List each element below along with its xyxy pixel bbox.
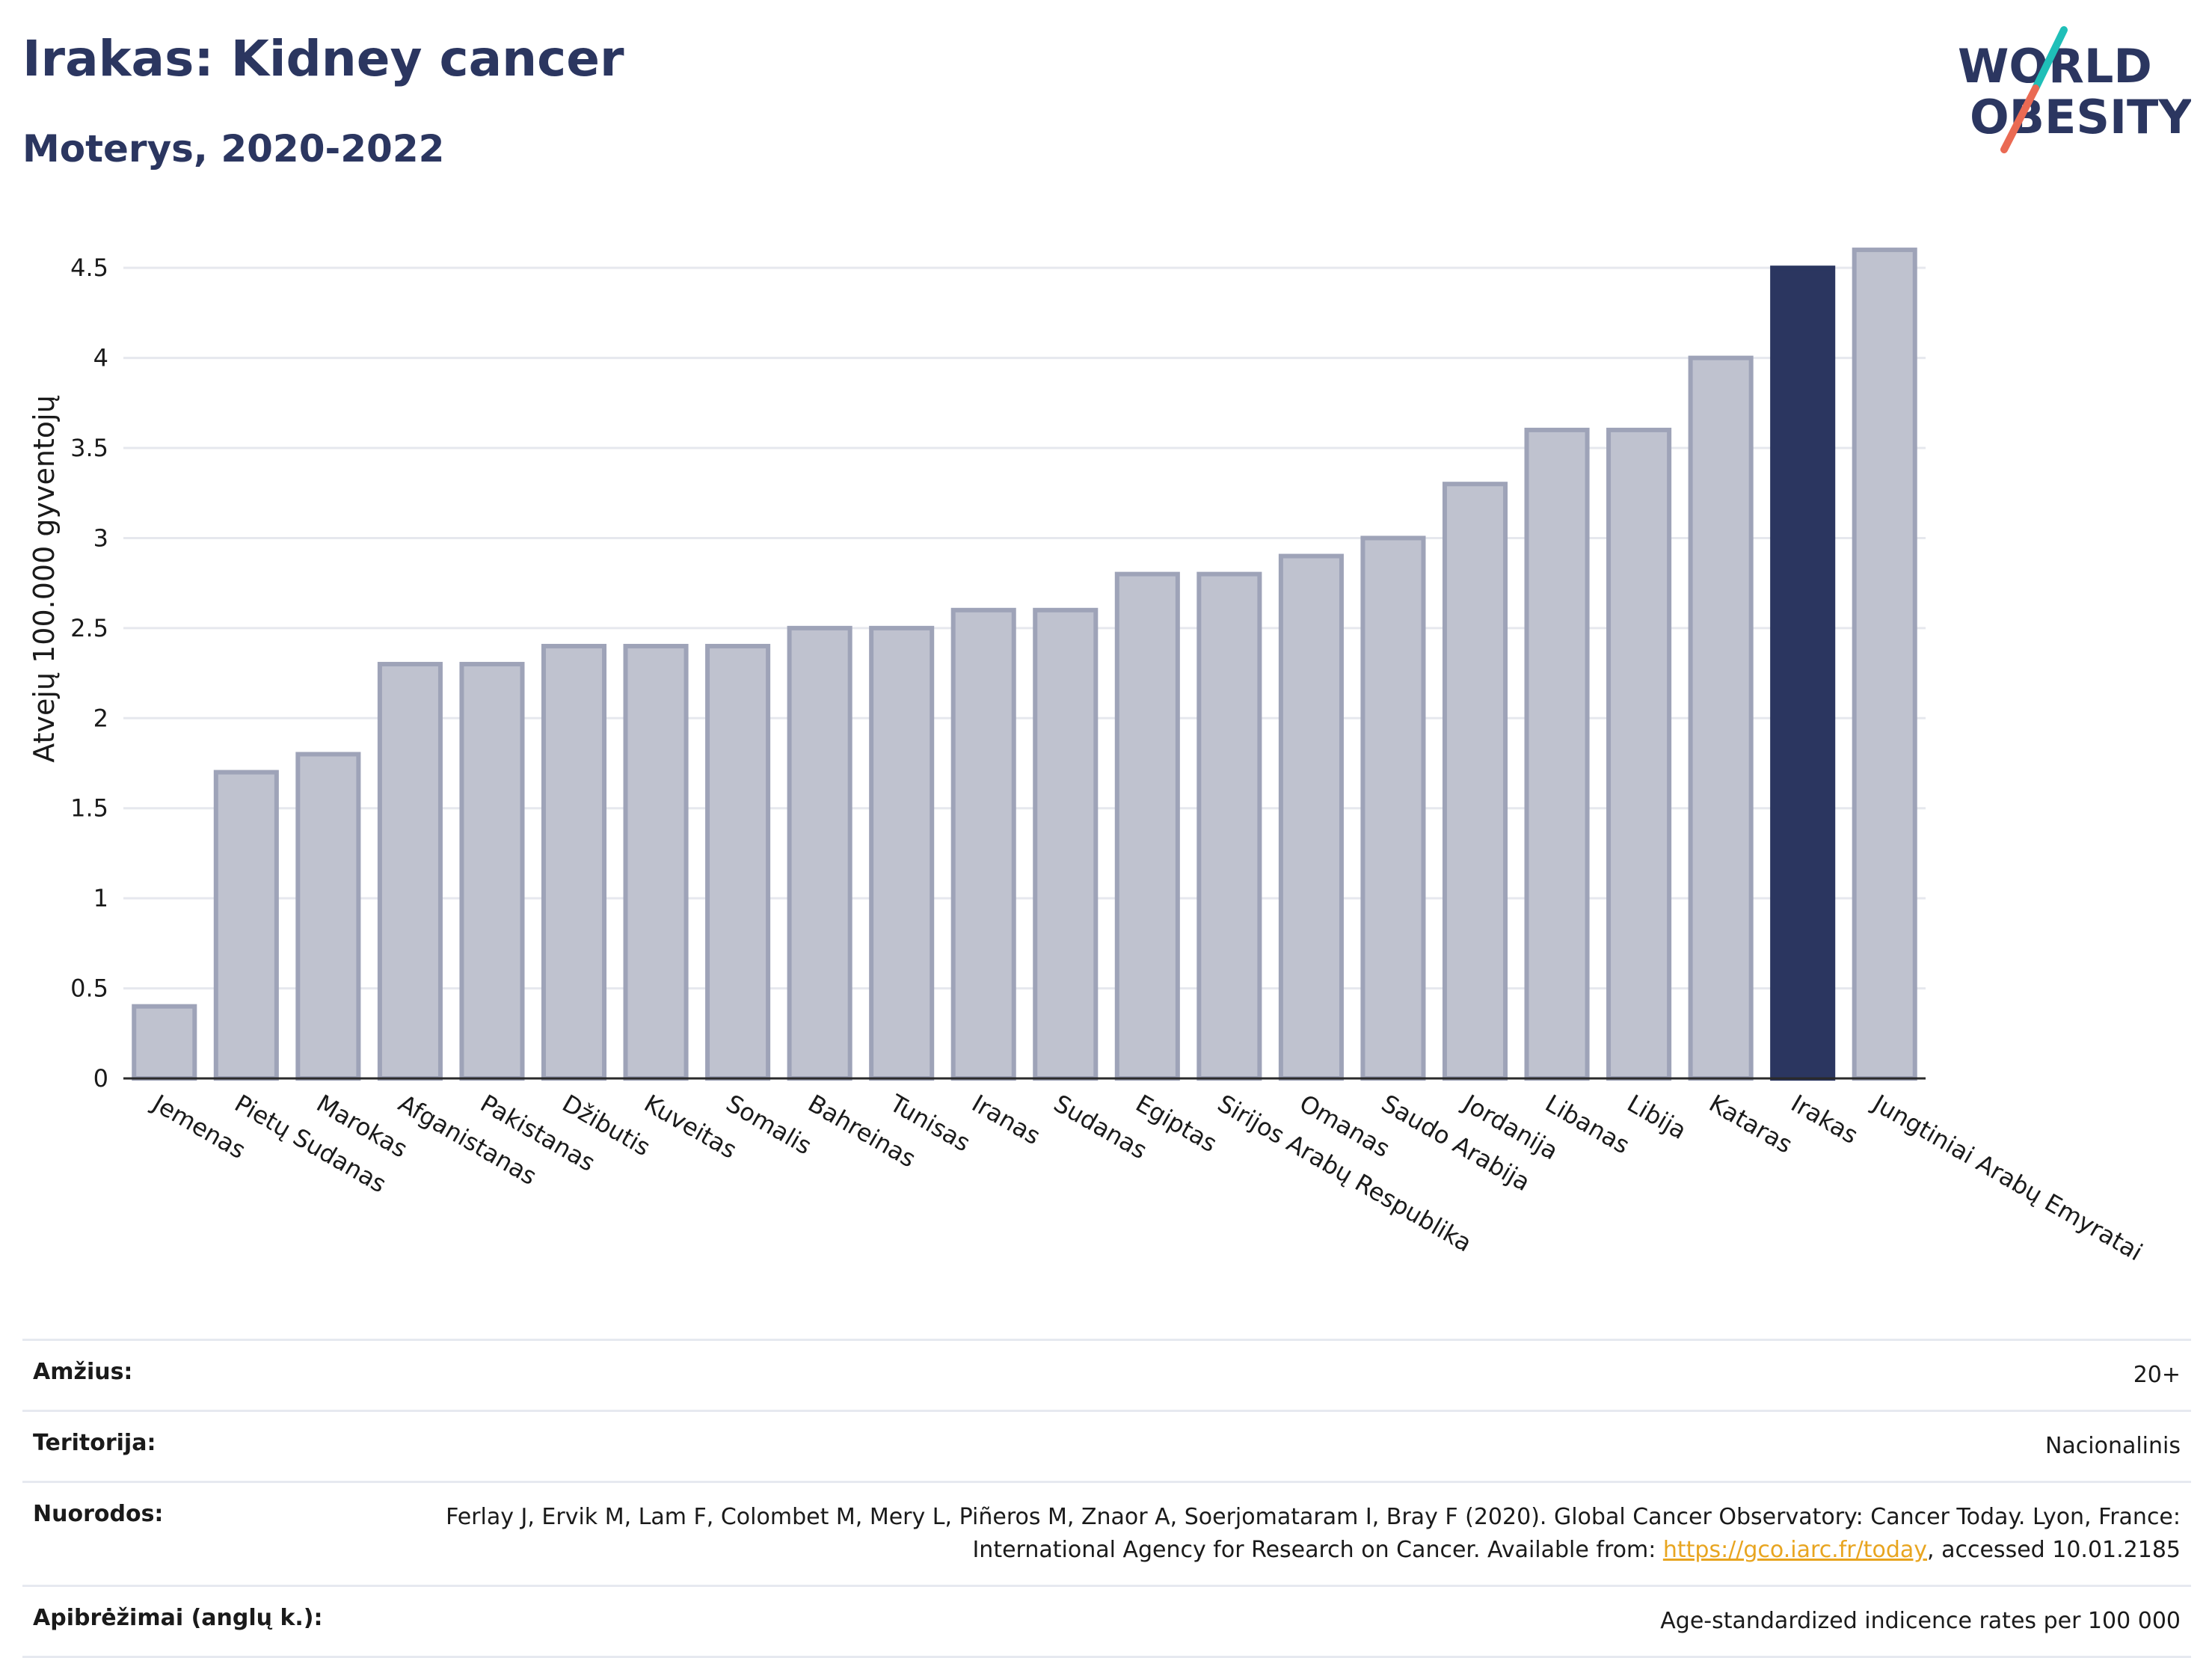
bar-pakistanas bbox=[459, 662, 525, 1081]
x-tick-label: Jemenas bbox=[147, 1088, 251, 1164]
bar-pietų-sudanas bbox=[213, 770, 279, 1081]
definitions-value: Age-standardized indicence rates per 100… bbox=[333, 1585, 2191, 1658]
bar-kuveitas bbox=[623, 643, 689, 1081]
x-tick-label: Afganistanas bbox=[393, 1089, 541, 1191]
age-value: 20+ bbox=[333, 1339, 2191, 1412]
bar-marokas bbox=[295, 752, 361, 1081]
bar-jordanija bbox=[1442, 482, 1508, 1081]
y-tick-labels: 0 0.5 1 1.5 2 2.5 3 3.5 4 4.5 bbox=[70, 254, 108, 1093]
logo-slash-coral bbox=[2000, 85, 2039, 153]
meta-row-age: Amžius: 20+ bbox=[22, 1339, 2191, 1412]
x-tick-label: Jungtiniai Arabų Emyratai bbox=[1867, 1088, 2147, 1266]
references-value: Ferlay J, Ervik M, Lam F, Colombet M, Me… bbox=[333, 1481, 2191, 1587]
x-tick-label: Irakas bbox=[1787, 1089, 1864, 1149]
y-tick-label: 1.5 bbox=[70, 794, 108, 823]
references-accessed: , accessed 10.01.2185 bbox=[1927, 1537, 2181, 1563]
bar-egiptas bbox=[1114, 571, 1180, 1081]
bar-bahreinas bbox=[787, 625, 852, 1081]
y-tick-label: 1 bbox=[93, 884, 108, 912]
bar-libanas bbox=[1524, 427, 1590, 1081]
y-tick-label: 4.5 bbox=[70, 254, 108, 282]
bar-jemenas bbox=[132, 1004, 197, 1081]
bar-džibutis bbox=[541, 643, 607, 1081]
logo-slash-teal bbox=[2032, 26, 2068, 92]
y-tick-label: 0.5 bbox=[70, 974, 108, 1003]
y-tick-label: 3 bbox=[93, 524, 108, 552]
y-tick-label: 2 bbox=[93, 704, 108, 732]
bar-saudo-arabija bbox=[1360, 535, 1426, 1081]
references-text: Ferlay J, Ervik M, Lam F, Colombet M, Me… bbox=[446, 1504, 2181, 1563]
x-tick-label: Kuveitas bbox=[639, 1089, 742, 1164]
bar-iranas bbox=[950, 607, 1016, 1081]
age-label: Amžius: bbox=[22, 1339, 334, 1412]
logo-line2: OBESITY bbox=[1970, 90, 2191, 144]
x-tick-label: Sudanas bbox=[1049, 1089, 1152, 1164]
bar-libija bbox=[1606, 427, 1672, 1081]
x-tick-label: Kataras bbox=[1704, 1089, 1797, 1159]
meta-row-territory: Teritorija: Nacionalinis bbox=[22, 1410, 2191, 1483]
y-axis-label: Atvejų 100.000 gyventojų bbox=[28, 395, 61, 762]
page-title: Irakas: Kidney cancer bbox=[22, 30, 624, 87]
bar-kataras bbox=[1688, 355, 1754, 1081]
territory-label: Teritorija: bbox=[22, 1410, 334, 1483]
y-tick-label: 2.5 bbox=[70, 614, 108, 642]
bar-afganistanas bbox=[377, 662, 443, 1081]
references-label: Nuorodos: bbox=[22, 1481, 334, 1587]
references-link[interactable]: https://gco.iarc.fr/today bbox=[1662, 1537, 1928, 1563]
bar-omanas bbox=[1278, 553, 1344, 1081]
definitions-label: Apibrėžimai (anglų k.): bbox=[22, 1585, 334, 1658]
bar-jungtiniai-arabų-emyratai bbox=[1852, 248, 1917, 1081]
metadata-table: Amžius: 20+ Teritorija: Nacionalinis Nuo… bbox=[22, 1339, 2191, 1658]
page-subtitle: Moterys, 2020-2022 bbox=[22, 127, 445, 171]
bar-sirijos-arabų-respublika bbox=[1196, 571, 1262, 1081]
meta-row-definitions: Apibrėžimai (anglų k.): Age-standardized… bbox=[22, 1585, 2191, 1658]
y-tick-label: 3.5 bbox=[70, 434, 108, 462]
x-tick-label: Iranas bbox=[967, 1089, 1045, 1150]
world-obesity-logo: WORLD OBESITY bbox=[1958, 26, 2191, 153]
y-tick-label: 4 bbox=[93, 344, 108, 372]
bar-sudanas bbox=[1033, 607, 1099, 1081]
bar-somalis bbox=[705, 643, 771, 1081]
meta-row-references: Nuorodos: Ferlay J, Ervik M, Lam F, Colo… bbox=[22, 1481, 2191, 1587]
bar-tunisas bbox=[869, 625, 935, 1081]
bars bbox=[132, 248, 1917, 1081]
territory-value: Nacionalinis bbox=[333, 1410, 2191, 1483]
y-tick-label: 0 bbox=[93, 1064, 108, 1093]
bar-irakas bbox=[1770, 265, 1836, 1081]
